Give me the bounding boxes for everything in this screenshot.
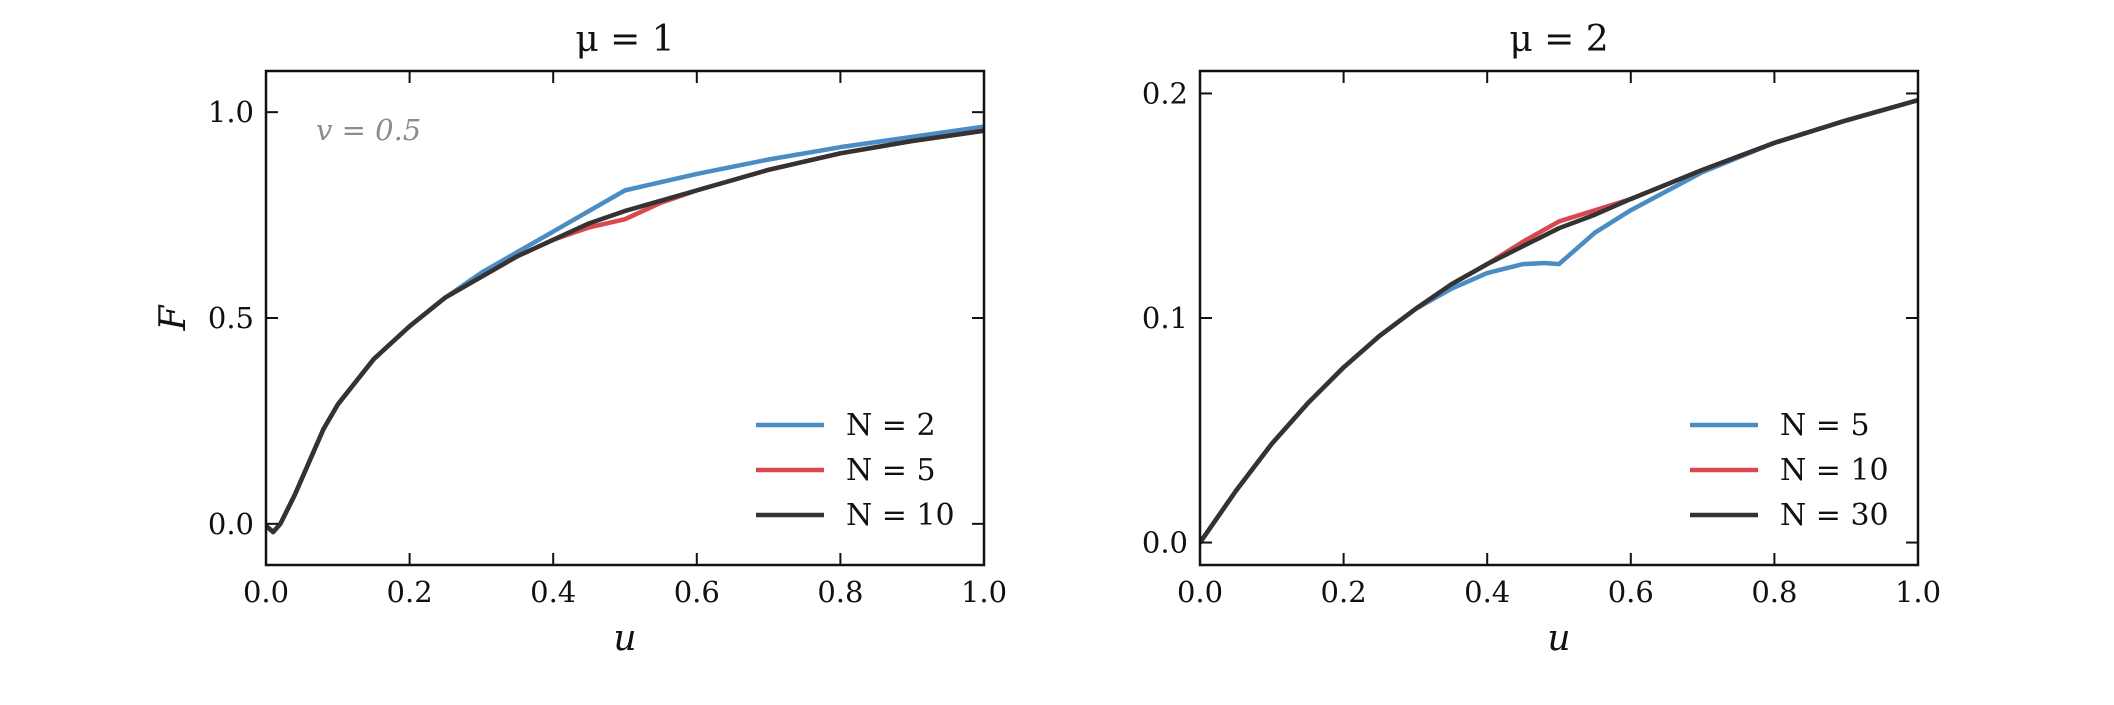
x-tick-label: 0.4: [1464, 575, 1510, 609]
x-tick-label: 0.8: [817, 575, 863, 609]
y-tick-label: 0.1: [1142, 301, 1188, 335]
x-axis-label: u: [613, 618, 636, 659]
panel-title: μ = 1: [575, 19, 674, 60]
legend-label-3: N = 30: [1780, 498, 1889, 533]
x-tick-label: 0.0: [243, 575, 289, 609]
legend: N = 5 N = 10 N = 30: [1690, 408, 1889, 533]
panel-mu-1: 0.0 0.2 0.4 0.6 0.8 1.0 0.0 0.5 1.0 μ = 1 u Fv = 0.…: [153, 19, 1007, 659]
legend-label-1: N = 5: [1780, 408, 1870, 443]
x-tick-label: 0.6: [674, 575, 720, 609]
series-line-3: [266, 128, 984, 535]
x-axis-label: u: [1547, 618, 1570, 659]
x-tick-label: 1.0: [1895, 575, 1941, 609]
x-tick-label: 0.8: [1751, 575, 1797, 609]
y-tick-label: 0.5: [208, 301, 254, 335]
panel-title: μ = 2: [1509, 19, 1608, 60]
x-tick-label: 0.2: [387, 575, 433, 609]
legend: N = 2 N = 5 N = 10: [756, 408, 955, 533]
annotation-text: v = 0.5: [316, 113, 421, 147]
x-tick-label: 0.6: [1608, 575, 1654, 609]
x-tick-label: 1.0: [961, 575, 1007, 609]
y-tick-label: 0.0: [208, 507, 254, 541]
legend-label-2: N = 10: [1780, 453, 1889, 488]
x-tick-label: 0.2: [1321, 575, 1367, 609]
axes-frame: [1198, 69, 1920, 567]
y-tick-label: 1.0: [208, 95, 254, 129]
series-line-3: [1200, 97, 1918, 545]
y-tick-label: 0.0: [1142, 526, 1188, 560]
panel-mu-2: 0.0 0.2 0.4 0.6 0.8 1.00.00.10.2μ = 2uN = 5N …: [1142, 19, 1941, 659]
x-tick-label: 0.0: [1177, 575, 1223, 609]
legend-label-1: N = 2: [846, 408, 936, 443]
x-tick-label: 0.4: [530, 575, 576, 609]
legend-label-2: N = 5: [846, 453, 936, 488]
legend-label-3: N = 10: [846, 498, 955, 533]
y-axis-label: F: [153, 303, 194, 331]
y-tick-label: 0.2: [1142, 76, 1188, 110]
